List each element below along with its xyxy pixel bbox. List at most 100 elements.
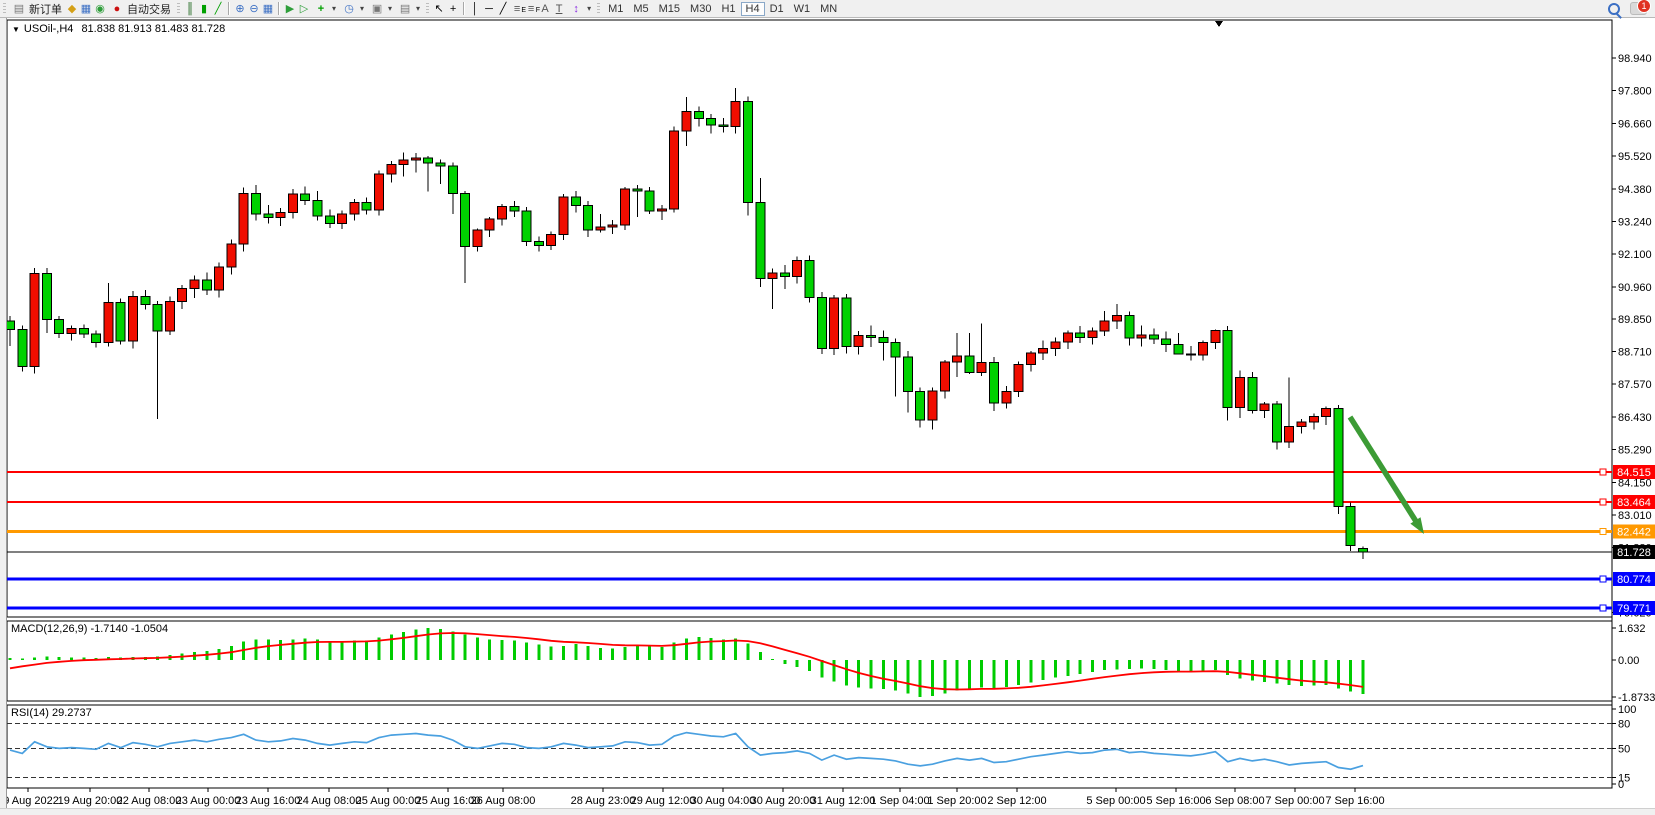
- candle: [177, 288, 188, 302]
- macd-histogram-bar: [352, 640, 356, 660]
- timeframe-h4[interactable]: H4: [740, 1, 765, 16]
- macd-histogram-bar: [1029, 660, 1033, 683]
- candle: [115, 301, 126, 342]
- candle: [829, 297, 840, 349]
- timeframe-w1[interactable]: W1: [793, 2, 811, 15]
- candle: [337, 213, 348, 224]
- macd-histogram-bar: [365, 640, 369, 660]
- shift-left-icon[interactable]: [283, 2, 297, 16]
- new-order-button[interactable]: 新订单: [9, 1, 65, 17]
- ohlc-bars-icon[interactable]: [183, 2, 197, 16]
- periods-button[interactable]: ▾: [339, 1, 367, 17]
- candle: [1259, 403, 1270, 412]
- macd-histogram-bar: [1041, 660, 1045, 681]
- candle: [681, 110, 692, 132]
- line-chart-icon[interactable]: [211, 2, 225, 16]
- macd-histogram-bar: [771, 659, 775, 661]
- vertical-line-icon[interactable]: [468, 2, 482, 16]
- macd-histogram-bar: [1017, 660, 1021, 686]
- main-price-pane[interactable]: [6, 19, 1613, 618]
- toolbar-drag-handle[interactable]: [177, 2, 180, 15]
- candle: [91, 333, 102, 343]
- candle: [214, 266, 225, 291]
- trendline-icon[interactable]: [496, 2, 510, 16]
- styles-button[interactable]: ▾: [395, 1, 423, 17]
- price-tick-label: 92.100: [1618, 249, 1652, 261]
- indicators-button[interactable]: ▾: [311, 1, 339, 17]
- search-icon[interactable]: [1608, 2, 1620, 15]
- trend-arrow-head[interactable]: [1410, 517, 1424, 534]
- price-tick-label: 95.520: [1618, 151, 1652, 163]
- time-tick-label: 24 Aug 08:00: [297, 795, 362, 807]
- macd-histogram-bar: [894, 660, 898, 691]
- candle: [497, 205, 507, 220]
- chart-shift-marker[interactable]: [1215, 21, 1223, 27]
- macd-histogram-bar: [451, 631, 455, 660]
- shift-right-icon[interactable]: [297, 2, 311, 16]
- macd-histogram-bar: [1054, 660, 1057, 678]
- text-icon[interactable]: [538, 2, 552, 16]
- timeframe-m5[interactable]: M5: [633, 2, 649, 15]
- signal-icon[interactable]: [93, 2, 107, 16]
- notification-badge: 1: [1637, 0, 1651, 13]
- candle: [853, 335, 864, 348]
- line-handle[interactable]: [1599, 527, 1607, 535]
- price-tick-label: 90.960: [1618, 282, 1652, 294]
- candle: [275, 211, 286, 219]
- auto-trading-button[interactable]: 自动交易: [107, 1, 174, 17]
- notification-icon[interactable]: 1: [1630, 0, 1651, 15]
- timeframe-m30[interactable]: M30: [690, 2, 712, 15]
- fibonacci-icon[interactable]: [524, 2, 540, 18]
- time-tick-label: 25 Aug 16:00: [416, 795, 481, 807]
- toolbar-drag-handle[interactable]: [3, 2, 6, 15]
- timeframe-m1[interactable]: M1: [608, 2, 624, 15]
- macd-histogram-bar: [217, 649, 221, 660]
- macd-signal-line: [9, 632, 1364, 691]
- macd-histogram-bar: [795, 660, 799, 667]
- macd-histogram-bar: [955, 660, 959, 691]
- fibo-channel-icon[interactable]: [510, 2, 526, 18]
- rsi-pane[interactable]: [6, 704, 1613, 789]
- macd-histogram-bar: [697, 636, 701, 660]
- macd-histogram-bar: [648, 646, 652, 660]
- horizontal-line-icon[interactable]: [482, 2, 496, 16]
- timeframe-m15[interactable]: M15: [658, 2, 681, 15]
- arrows-button[interactable]: ▾: [566, 1, 594, 17]
- chart-title[interactable]: ▼ USOil-,H4 81.838 81.913 81.483 81.728: [12, 23, 225, 35]
- line-handle[interactable]: [1599, 498, 1607, 506]
- time-tick-label: 28 Aug 23:00: [571, 795, 636, 807]
- macd-histogram-bar: [992, 660, 996, 688]
- candle: [902, 356, 913, 392]
- timeframe-h1[interactable]: H1: [721, 2, 736, 15]
- macd-histogram-bar: [414, 629, 418, 660]
- candle: [460, 193, 471, 247]
- toolbar-drag-handle[interactable]: [597, 2, 601, 15]
- chart-dropdown-icon[interactable]: ▼: [12, 25, 20, 34]
- templates-button[interactable]: ▾: [367, 1, 395, 17]
- cursor-icon[interactable]: [432, 2, 446, 16]
- candle: [1321, 407, 1332, 417]
- toolbar-drag-handle[interactable]: [426, 2, 430, 15]
- timeframe-d1[interactable]: D1: [769, 2, 784, 15]
- time-tick-label: 30 Aug 20:00: [751, 795, 816, 807]
- candle: [152, 303, 163, 332]
- price-badge-label: 79.771: [1617, 603, 1651, 615]
- timeframe-mn[interactable]: MN: [820, 2, 838, 15]
- time-tick-label: 1 Sep 04:00: [870, 795, 929, 807]
- line-handle[interactable]: [1599, 575, 1607, 583]
- crosshair-icon[interactable]: [446, 2, 460, 16]
- candlestick-icon[interactable]: [197, 2, 211, 16]
- market-watch-icon[interactable]: [65, 2, 79, 16]
- tile-windows-icon[interactable]: [261, 2, 275, 16]
- zoom-in-icon[interactable]: [233, 2, 247, 16]
- zoom-out-icon[interactable]: [247, 2, 261, 16]
- label-icon[interactable]: [552, 2, 566, 16]
- line-handle[interactable]: [1599, 604, 1607, 612]
- macd-histogram-bar: [918, 660, 922, 697]
- chart-window-icon[interactable]: [79, 2, 93, 16]
- time-tick-label: 25 Aug 00:00: [356, 795, 421, 807]
- line-handle[interactable]: [1599, 468, 1607, 476]
- macd-histogram-bar: [1336, 660, 1340, 689]
- trend-arrow-annotation[interactable]: [1347, 415, 1420, 526]
